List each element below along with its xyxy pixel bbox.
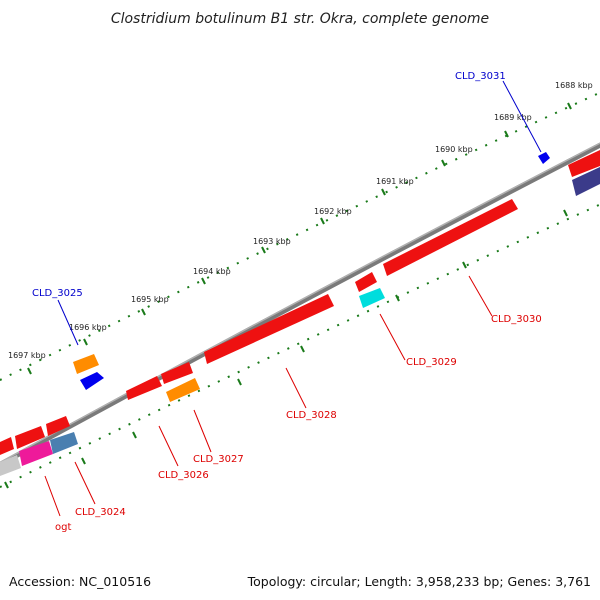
tick-label: 1690 kbp (435, 145, 473, 154)
leader-CLD_3024 (74, 461, 96, 505)
leader-ogt (44, 475, 61, 517)
gene-CLD_3026-bar[interactable] (126, 376, 162, 400)
gene-label-CLD_3028[interactable]: CLD_3028 (286, 410, 337, 421)
tick-label: 1689 kbp (494, 113, 532, 122)
leader-CLD_3029 (379, 313, 406, 361)
tick-label: 1693 kbp (253, 237, 291, 246)
gene-CLD_3029-cyan[interactable] (359, 288, 385, 308)
gene-CLD_3031-arrow[interactable] (538, 152, 550, 164)
gene-red-feature[interactable] (0, 437, 14, 455)
gene-label-CLD_3026[interactable]: CLD_3026 (158, 470, 209, 481)
leader-CLD_3031 (502, 80, 542, 153)
gene-CLD_3028-bar[interactable] (204, 294, 334, 364)
gene-CLD_3027-orange[interactable] (166, 378, 200, 402)
leader-CLD_3030 (468, 275, 493, 317)
gene-CLD_3029-bar[interactable] (355, 272, 377, 292)
gene-CLD_3025-orange[interactable] (73, 354, 99, 374)
outer-tick-track (0, 91, 600, 382)
gene-blue-feature[interactable] (80, 372, 104, 390)
forward-genes (0, 150, 600, 455)
gene-label-ogt[interactable]: ogt (55, 522, 71, 533)
tick-labels: 1688 kbp 1689 kbp 1690 kbp 1691 kbp 1692… (8, 81, 593, 360)
reverse-genes (0, 288, 385, 476)
leader-CLD_3026 (158, 425, 179, 467)
gene-red-feature[interactable] (15, 426, 45, 449)
gene-ogt-magenta[interactable] (19, 441, 53, 466)
gene-label-CLD_3025[interactable]: CLD_3025 (32, 288, 83, 299)
gene-label-CLD_3029[interactable]: CLD_3029 (406, 357, 457, 368)
leader-CLD_3025 (57, 299, 79, 346)
gene-red-feature[interactable] (568, 150, 600, 177)
inner-major-ticks (4, 209, 568, 489)
leader-CLD_3028 (285, 367, 307, 409)
genome-backbone (0, 142, 600, 468)
outer-major-ticks (27, 102, 572, 375)
tick-label: 1695 kbp (131, 295, 169, 304)
genome-backbone-highlight (0, 142, 600, 464)
tick-label: 1697 kbp (8, 351, 46, 360)
tick-label: 1696 kbp (69, 323, 107, 332)
label-leaders (44, 80, 542, 517)
genome-title: Clostridium botulinum B1 str. Okra, comp… (111, 11, 489, 27)
leader-CLD_3027 (193, 409, 212, 453)
gene-red-feature[interactable] (572, 167, 600, 196)
inner-tick-track (0, 203, 600, 489)
gene-label-CLD_3024[interactable]: CLD_3024 (75, 507, 126, 518)
gene-CLD_3024-steelblue[interactable] (50, 432, 78, 454)
gene-label-CLD_3027[interactable]: CLD_3027 (193, 454, 244, 465)
tick-label: 1694 kbp (193, 267, 231, 276)
gene-label-CLD_3031[interactable]: CLD_3031 (455, 71, 506, 82)
accession-text: Accession: NC_010516 (9, 574, 151, 589)
tick-label: 1692 kbp (314, 207, 352, 216)
tick-label: 1691 kbp (376, 177, 414, 186)
gene-CLD_3030-bar[interactable] (383, 199, 518, 276)
gene-CLD_3027-bar[interactable] (161, 362, 193, 384)
gene-labels: CLD_3031 CLD_3025 CLD_3030 CLD_3029 CLD_… (32, 71, 542, 533)
gene-red-feature[interactable] (46, 416, 70, 436)
topology-text: Topology: circular; Length: 3,958,233 bp… (247, 574, 591, 589)
tick-label: 1688 kbp (555, 81, 593, 90)
gene-label-CLD_3030[interactable]: CLD_3030 (491, 314, 542, 325)
gene-grey-feature[interactable] (0, 455, 21, 476)
